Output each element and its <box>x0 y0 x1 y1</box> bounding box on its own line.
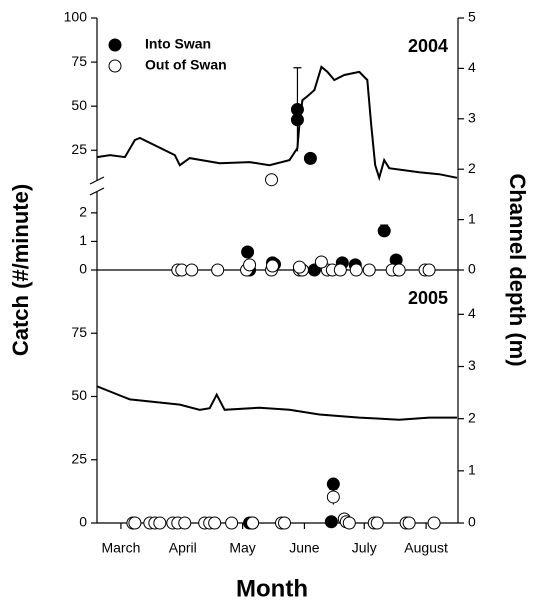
y2-tick-label: 0 <box>468 514 476 530</box>
y2-tick-label: 3 <box>468 357 476 373</box>
x-tick-label: July <box>352 540 377 556</box>
data-point <box>377 224 391 238</box>
x-tick-label: August <box>404 540 448 556</box>
legend-label: Out of Swan <box>145 57 227 73</box>
data-point <box>246 516 260 530</box>
data-point <box>402 516 416 530</box>
y-tick-label: 25 <box>71 141 87 157</box>
legend-label: Into Swan <box>145 36 211 52</box>
data-point <box>292 260 306 274</box>
data-point <box>243 258 257 272</box>
data-point <box>265 173 279 187</box>
data-point <box>342 516 356 530</box>
data-point <box>349 263 363 277</box>
data-point <box>178 516 192 530</box>
x-tick-label: May <box>229 540 255 556</box>
y2-tick-label: 4 <box>468 305 476 321</box>
panel-label: 2004 <box>408 36 448 56</box>
data-point <box>277 516 291 530</box>
y-tick-label: 75 <box>71 324 87 340</box>
data-point <box>153 516 167 530</box>
x-axis-label: Month <box>236 575 308 602</box>
legend-marker <box>108 59 122 73</box>
y-tick-label: 0 <box>79 514 87 530</box>
panel-label: 2005 <box>408 288 448 308</box>
x-tick-label: March <box>101 540 140 556</box>
y2-tick-label: 4 <box>468 59 476 75</box>
y-tick-label: 2 <box>79 204 87 220</box>
y-tick-label: 50 <box>71 387 87 403</box>
y2-tick-label: 5 <box>468 9 476 25</box>
data-point <box>314 255 328 269</box>
y-tick-label: 75 <box>71 53 87 69</box>
data-point <box>326 490 340 504</box>
y2-tick-label: 2 <box>468 160 476 176</box>
data-point <box>392 263 406 277</box>
y2-tick-label: 0 <box>468 261 476 277</box>
data-point <box>370 516 384 530</box>
data-point <box>303 151 317 165</box>
axis-break <box>89 176 105 185</box>
y-tick-label: 50 <box>71 97 87 113</box>
depth-line <box>96 65 458 182</box>
y2-tick-label: 3 <box>468 110 476 126</box>
y2-tick-label: 1 <box>468 462 476 478</box>
data-point <box>241 245 255 259</box>
x-tick-label: June <box>289 540 320 556</box>
axis-break <box>89 187 105 196</box>
depth-line <box>96 385 457 421</box>
y2-axis-label: Channel depth (m) <box>505 173 530 366</box>
y2-tick-label: 1 <box>468 210 476 226</box>
y-tick-label: 0 <box>79 261 87 277</box>
data-point <box>225 516 239 530</box>
data-point <box>185 263 199 277</box>
y2-tick-label: 2 <box>468 409 476 425</box>
data-point <box>128 516 142 530</box>
y-tick-label: 1 <box>79 232 87 248</box>
data-point <box>427 516 441 530</box>
y-axis-label: Catch (#/minute) <box>8 184 33 356</box>
data-point <box>208 516 222 530</box>
data-point <box>290 113 304 127</box>
data-point <box>362 263 376 277</box>
data-point <box>326 477 340 491</box>
data-point <box>333 263 347 277</box>
x-tick-label: April <box>169 540 197 556</box>
data-point <box>324 515 338 529</box>
y-tick-label: 100 <box>64 9 88 25</box>
y-tick-label: 25 <box>71 450 87 466</box>
data-point <box>422 263 436 277</box>
data-point <box>266 259 280 273</box>
legend-marker <box>108 38 122 52</box>
data-point <box>211 263 225 277</box>
